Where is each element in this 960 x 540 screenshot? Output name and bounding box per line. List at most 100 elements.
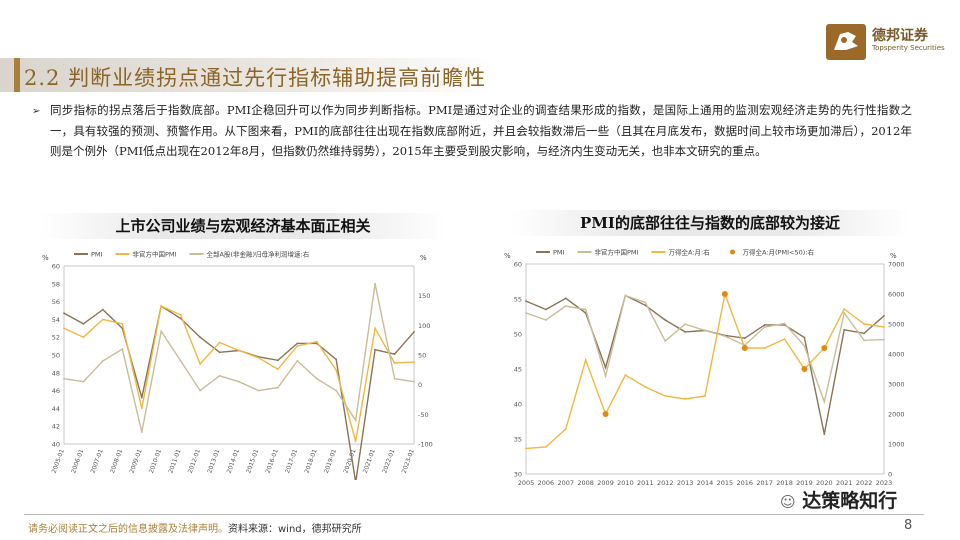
left-tick-label: 45 <box>514 366 522 374</box>
left-tick-label: 54 <box>52 316 60 324</box>
data-point <box>704 395 706 397</box>
pmi-below-50-point <box>721 291 728 297</box>
left-tick-label: 50 <box>514 331 522 339</box>
data-point <box>315 377 318 380</box>
title-accent <box>14 58 20 92</box>
data-point <box>257 356 260 359</box>
right-tick-label: 100 <box>418 322 430 330</box>
x-tick-label: 2023 <box>876 479 893 487</box>
x-tick-label: 2021 <box>836 479 853 487</box>
data-point <box>783 338 786 340</box>
data-point <box>335 358 338 361</box>
x-tick-label: 2009 <box>597 479 614 487</box>
footer-disclaimer: 请务必阅读正文之后的信息披露及法律声明。 <box>28 524 228 535</box>
data-point <box>140 431 143 434</box>
left-tick-label: 58 <box>52 280 60 288</box>
footer-source: 资料来源：wind，德邦研究所 <box>228 524 362 535</box>
data-point <box>843 328 846 331</box>
data-point <box>296 360 299 362</box>
x-tick-label: 2008-01 <box>109 448 124 474</box>
data-point <box>684 398 687 400</box>
data-point <box>257 389 260 392</box>
data-point <box>525 312 527 314</box>
x-tick-label: 2012-01 <box>187 448 202 474</box>
data-point <box>743 337 746 340</box>
left-tick-label: 30 <box>514 471 522 479</box>
data-point <box>218 341 221 344</box>
x-tick-label: 2023-01 <box>401 448 416 474</box>
data-point <box>525 447 527 450</box>
x-tick-label: 2017-01 <box>284 448 299 474</box>
data-point <box>644 386 647 388</box>
data-point <box>803 336 806 339</box>
right-tick-label: 6000 <box>888 291 905 299</box>
data-point <box>763 326 766 328</box>
data-point <box>584 308 587 311</box>
data-point <box>544 319 547 321</box>
data-point <box>218 374 221 377</box>
data-point <box>296 342 299 345</box>
data-point <box>160 305 163 307</box>
data-point <box>179 317 182 320</box>
title-bar <box>0 58 496 92</box>
right-tick-label: 4000 <box>888 351 905 359</box>
legend-label: 非官方中国PMI <box>595 248 639 257</box>
data-point <box>564 297 567 300</box>
left-tick-label: 40 <box>52 441 60 449</box>
footer-divider <box>24 514 924 515</box>
x-tick-label: 2017 <box>756 479 773 487</box>
x-tick-label: 2007-01 <box>90 448 105 474</box>
data-point <box>276 386 279 389</box>
data-point <box>315 340 318 343</box>
legend-label: 全部A股(非金融)归母净利润增速:右 <box>207 250 310 259</box>
left-tick-label: 40 <box>514 401 522 409</box>
wechat-account-name: 达策略知行 <box>802 490 898 512</box>
bullet-arrow-icon: ➢ <box>32 106 41 117</box>
x-tick-label: 2005 <box>518 479 535 487</box>
data-point <box>354 419 357 422</box>
data-point <box>296 345 299 347</box>
data-point <box>823 401 826 403</box>
right-tick-label: -50 <box>418 411 429 419</box>
data-point <box>101 318 104 321</box>
chart1: % % 40 42 44 46 48 50 52 54 56 58 60 -100 -50 0 50 100 150… <box>42 250 433 480</box>
data-point <box>101 360 104 362</box>
data-point <box>525 300 527 302</box>
data-point <box>883 326 885 328</box>
left-unit-label: % <box>42 254 49 262</box>
data-point <box>393 362 396 364</box>
data-point <box>604 375 607 377</box>
right-tick-label: 7000 <box>888 261 905 269</box>
data-point <box>803 345 806 347</box>
data-point <box>179 314 182 316</box>
x-tick-label: 2022-01 <box>381 448 396 474</box>
data-point <box>413 330 415 333</box>
legend-label: 非官方中国PMI <box>133 250 177 259</box>
data-point <box>763 347 766 349</box>
data-point <box>354 440 357 443</box>
x-tick-label: 2007 <box>558 479 575 487</box>
x-tick-label: 2019 <box>796 479 813 487</box>
chart2-title: PMI的底部往往与指数的底部较为接近 <box>510 210 910 236</box>
x-tick-label: 2018 <box>776 479 793 487</box>
data-point <box>374 282 377 285</box>
data-point <box>199 363 202 365</box>
data-point <box>179 360 182 362</box>
data-point <box>704 329 706 332</box>
left-tick-label: 42 <box>52 423 60 431</box>
x-tick-label: 2015-01 <box>245 448 260 474</box>
right-unit-label: % <box>890 252 897 260</box>
left-tick-label: 56 <box>52 298 60 306</box>
left-tick-label: 48 <box>52 369 60 377</box>
legend-label: PMI <box>91 251 103 259</box>
logo-icon <box>826 24 866 60</box>
right-tick-label: 3000 <box>888 381 905 389</box>
footer-text: 请务必阅读正文之后的信息披露及法律声明。资料来源：wind，德邦研究所 <box>28 520 362 535</box>
data-point <box>199 336 202 339</box>
x-tick-label: 2019-01 <box>323 448 338 474</box>
right-tick-label: 0 <box>888 471 892 479</box>
x-tick-label: 2010 <box>617 479 634 487</box>
x-tick-label: 2013-01 <box>206 448 221 474</box>
left-tick-label: 52 <box>52 334 60 342</box>
data-point <box>63 327 65 330</box>
